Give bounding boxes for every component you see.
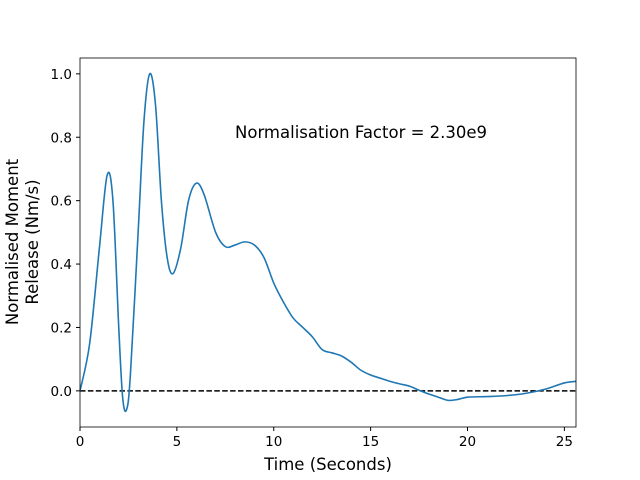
x-tick-label: 25 xyxy=(556,434,573,450)
x-tick-label: 5 xyxy=(173,434,182,450)
plot-frame xyxy=(79,57,577,428)
y-tick-label: 0.6 xyxy=(51,194,72,210)
annotation: Normalisation Factor = 2.30e9 xyxy=(235,123,487,142)
y-tick-label: 1.0 xyxy=(51,67,72,83)
y-tick-label: 0.0 xyxy=(51,384,72,400)
x-tick-label: 15 xyxy=(362,434,379,450)
x-tick-label: 10 xyxy=(265,434,282,450)
x-tick-label: 0 xyxy=(76,434,85,450)
y-tick-label: 0.8 xyxy=(51,130,72,146)
y-axis-label: Release (Nm/s) xyxy=(23,179,42,304)
x-axis-label: Time (Seconds) xyxy=(263,455,392,474)
data-line xyxy=(79,72,577,413)
x-tick-label: 20 xyxy=(459,434,476,450)
y-tick-label: 0.4 xyxy=(51,257,72,273)
y-axis-label: Normalised Moment xyxy=(3,158,22,325)
y-tick-label: 0.2 xyxy=(51,320,72,336)
